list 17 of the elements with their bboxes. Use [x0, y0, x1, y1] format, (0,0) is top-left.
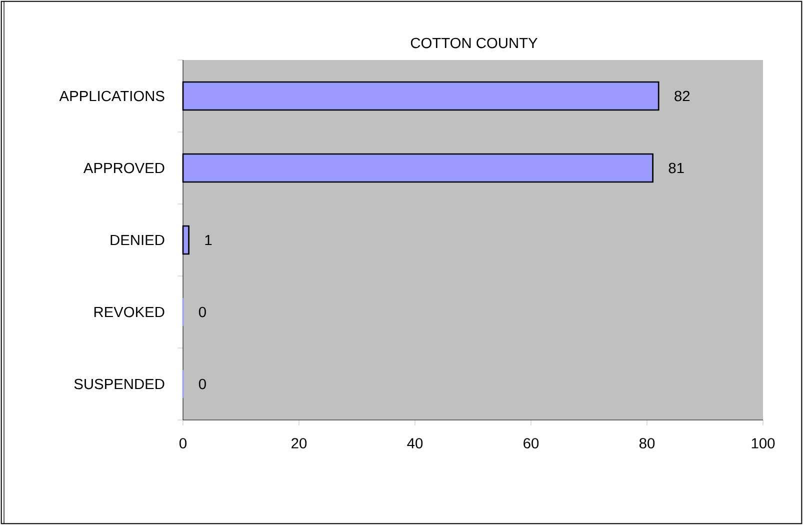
data-label: 1 [205, 234, 212, 246]
x-tick-label: 20 [292, 438, 307, 448]
y-tick-label: REVOKED [94, 306, 164, 318]
x-tick-label: 60 [524, 438, 539, 448]
x-tick-label: 0 [179, 438, 186, 448]
data-label: 81 [668, 162, 684, 174]
y-tick-label: APPLICATIONS [59, 90, 164, 102]
x-tick-label: 80 [639, 438, 655, 448]
data-label: 82 [674, 90, 690, 102]
data-label: 0 [198, 306, 206, 318]
x-tick-label: 100 [752, 438, 775, 448]
y-tick-label: APPROVED [83, 162, 164, 174]
y-tick-label: SUSPENDED [74, 378, 164, 390]
x-tick-label: 40 [407, 438, 423, 448]
chart-title: COTTON COUNTY [410, 38, 538, 48]
data-label: 0 [198, 378, 206, 390]
y-tick-label: DENIED [110, 234, 164, 246]
